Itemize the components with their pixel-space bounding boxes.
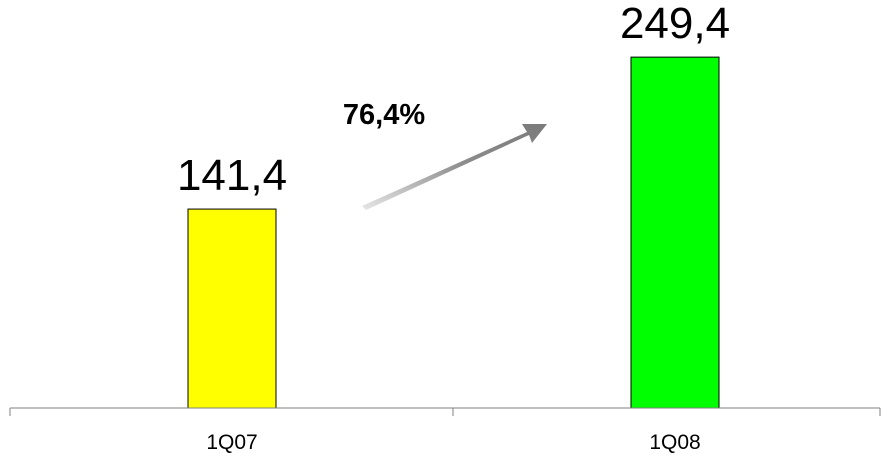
data-label: 141,4	[177, 151, 287, 200]
x-tick-label: 1Q07	[206, 431, 257, 454]
growth-annotation: 76,4%	[343, 99, 425, 131]
bar-1q08	[630, 56, 720, 409]
growth-arrow-icon	[362, 124, 547, 210]
bar-1q07	[187, 208, 277, 409]
x-tick-label: 1Q08	[649, 431, 700, 454]
data-label: 249,4	[620, 0, 730, 48]
